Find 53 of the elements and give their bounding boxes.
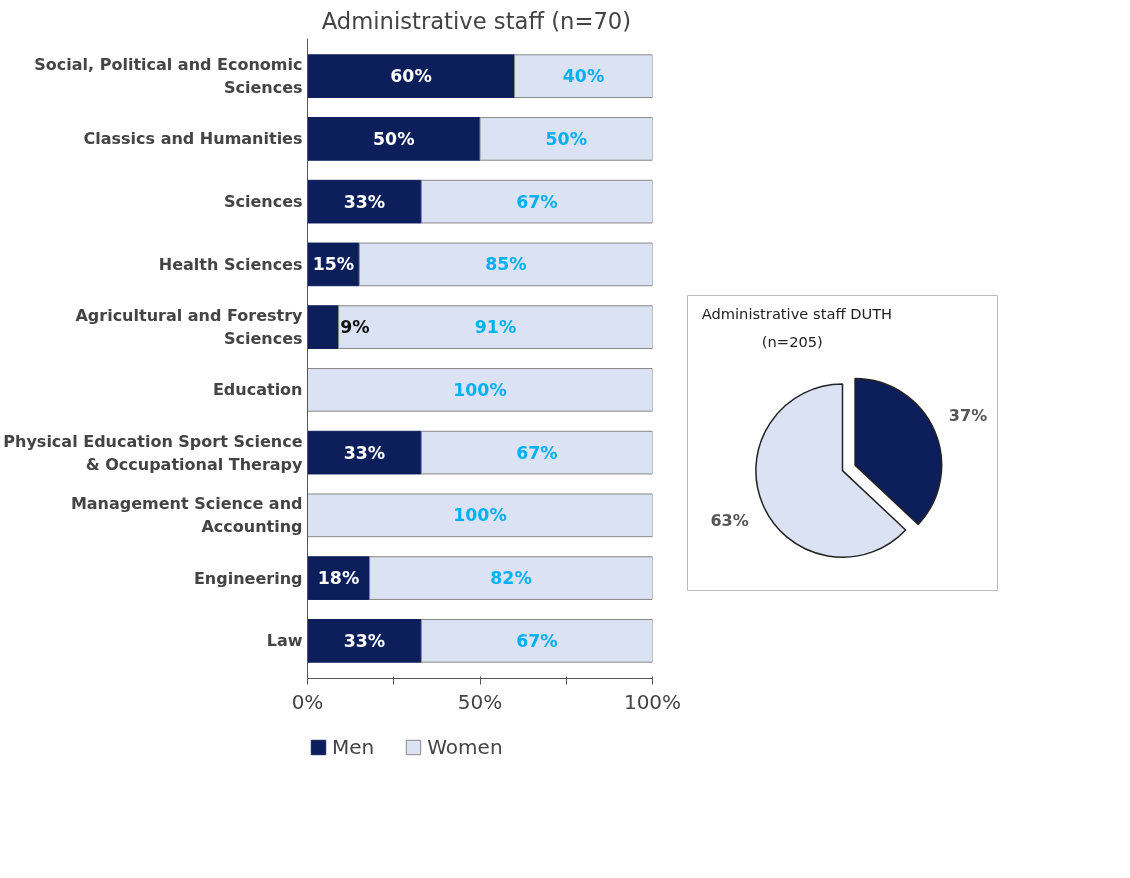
bar <box>307 179 422 224</box>
bar <box>307 305 340 349</box>
y-tick-label: Agricultural and Forestry Sciences <box>75 306 304 349</box>
bar <box>420 179 653 224</box>
data-label: 67% <box>516 630 558 651</box>
legend-label: Women <box>427 735 503 759</box>
data-label: 33% <box>343 442 386 463</box>
data-label: 33% <box>343 191 386 212</box>
x-tick-label: 100% <box>623 689 682 714</box>
data-label: 37% <box>948 406 988 426</box>
data-label: 100% <box>453 379 507 400</box>
bar <box>369 556 653 600</box>
y-tick-label: Physical Education Sport Science & Occupational Therapy <box>3 431 304 474</box>
bar <box>420 619 653 663</box>
data-label: 63% <box>710 510 749 530</box>
bar <box>307 368 653 412</box>
data-label: 33% <box>343 630 386 651</box>
data-label: 85% <box>485 254 527 275</box>
y-tick-label: Law <box>266 631 303 651</box>
bar <box>307 54 515 98</box>
data-label: 50% <box>373 128 415 149</box>
data-label: 18% <box>317 568 360 589</box>
bar <box>307 493 653 538</box>
y-tick-label: Social, Political and Economic Sciences <box>34 55 303 98</box>
bar <box>307 619 422 663</box>
bar <box>307 117 481 161</box>
chart-title: Administrative staff (n=70) <box>321 7 632 34</box>
legend-label: Men <box>332 735 375 759</box>
data-label: 15% <box>312 254 355 275</box>
y-tick-label: Sciences <box>223 192 303 212</box>
bar <box>358 242 653 287</box>
y-tick-label: Health Sciences <box>158 254 303 274</box>
data-label: 60% <box>390 66 432 87</box>
data-label: 9% <box>340 317 370 338</box>
x-tick-label: 50% <box>457 689 503 714</box>
bar <box>420 430 653 475</box>
y-tick-label: Management Science and Accounting <box>70 494 303 537</box>
y-tick-label: Classics and Humanities <box>83 129 303 149</box>
data-label: 67% <box>516 442 558 463</box>
y-tick-label: Education <box>212 380 303 400</box>
data-label: 67% <box>516 191 558 212</box>
y-tick-label: Engineering <box>193 568 303 588</box>
x-tick-label: 0% <box>291 689 324 714</box>
data-label: 50% <box>545 128 587 149</box>
bar <box>307 430 422 475</box>
data-label: 100% <box>453 505 507 526</box>
chart-title: Administrative staff DUTH (n=205) <box>701 305 893 351</box>
bar <box>514 54 653 98</box>
data-label: 82% <box>490 568 532 589</box>
data-label: 91% <box>474 317 517 338</box>
bar <box>479 117 653 161</box>
data-label: 40% <box>562 66 605 87</box>
bar <box>338 305 653 349</box>
